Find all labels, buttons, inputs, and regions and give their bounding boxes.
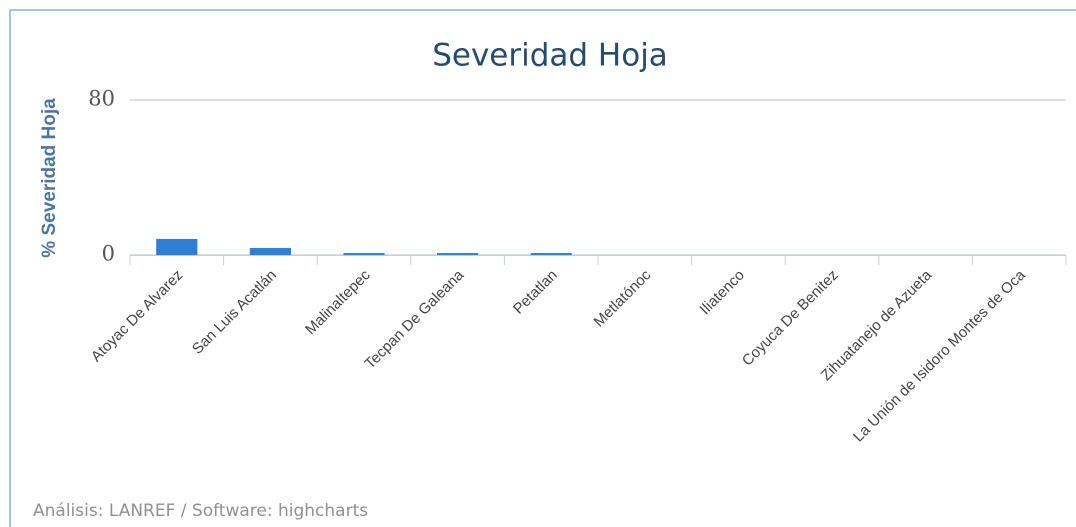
bar [530,253,572,255]
x-tick-label: Metlatónoc [591,266,655,330]
y-axis-title: % Severidad Hoja [39,98,60,258]
credits: Análisis: LANREF / Software: highcharts [33,501,368,521]
x-tick-label: La Unión de Isidoro Montes de Oca [850,266,1029,445]
x-tick-label: Coyuca De Benitez [739,267,842,370]
x-tick-label: Tecpan De Galeana [361,266,467,372]
bar [437,253,479,255]
bar [249,248,291,255]
x-tick-label: Malinaltepec [302,266,374,338]
x-tick-label: San Luis Acatlán [189,267,280,358]
chart-title: Severidad Hoja [432,38,668,74]
y-tick-label: 0 [102,242,115,266]
x-tick-label: Petatlan [510,267,561,318]
bar [343,253,385,255]
y-tick-label: 80 [88,87,115,111]
frame [9,9,1076,527]
bar [156,238,198,255]
x-tick-label: Atoyac De Alvarez [88,267,187,366]
x-tick-label: Iliatenco [697,267,749,319]
